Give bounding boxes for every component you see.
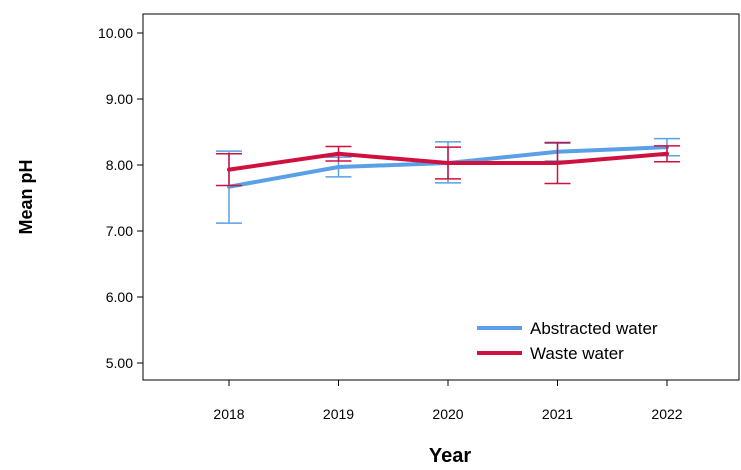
y-tick-label: 9.00 [106,91,133,107]
data-point [555,161,560,166]
data-point [336,164,341,169]
y-tick-label: 10.00 [98,25,133,41]
data-point [665,151,669,156]
x-tick-label: 2019 [323,406,354,422]
plot-frame [142,13,740,381]
series-layer [216,137,680,224]
data-point [227,167,231,172]
x-axis: 2018 2019 2020 2021 2022 [213,380,683,422]
series-waste-water [216,141,680,187]
legend: Abstracted water Waste water [477,319,658,363]
x-tick-label: 2020 [432,406,463,422]
legend-label: Waste water [530,344,624,363]
x-axis-title: Year [429,445,471,467]
y-tick-label: 7.00 [106,223,133,239]
legend-label: Abstracted water [530,319,658,338]
data-point [446,161,450,166]
y-tick-label: 5.00 [106,355,133,371]
x-tick-label: 2022 [651,406,682,422]
data-point [336,151,341,156]
y-axis: 5.00 6.00 7.00 8.00 9.00 10.00 [98,25,143,371]
y-tick-label: 6.00 [106,289,133,305]
y-tick-label: 8.00 [106,157,133,173]
x-tick-label: 2021 [542,406,573,422]
x-tick-label: 2018 [213,406,244,422]
y-axis-title: Mean pH [16,159,36,234]
